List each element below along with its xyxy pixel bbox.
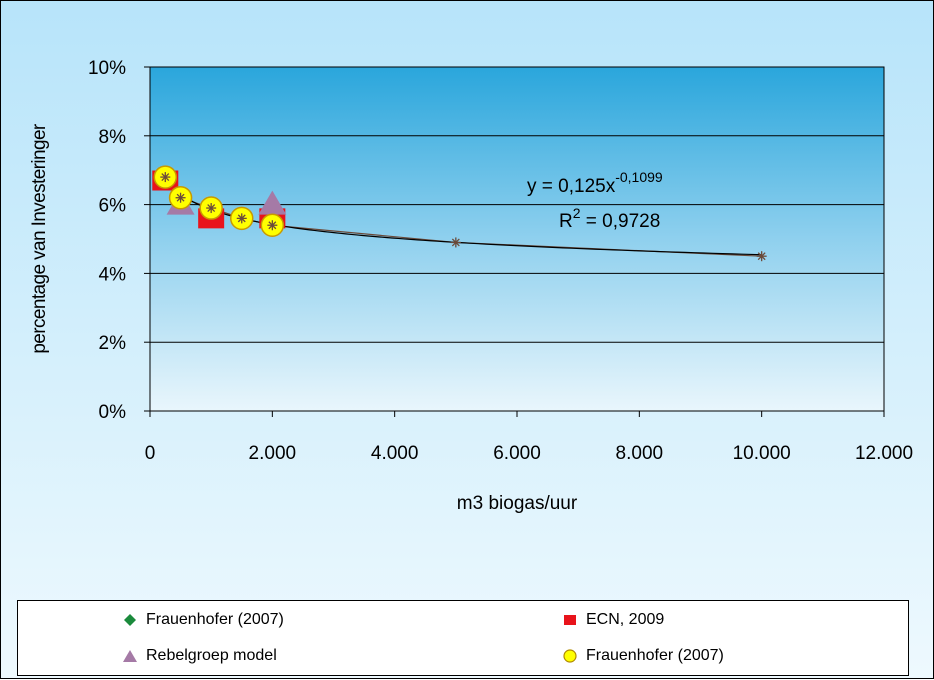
y-tick-label: 8% bbox=[99, 127, 127, 148]
legend-label: Frauenhofer (2007) bbox=[586, 647, 724, 664]
trend-star-point bbox=[206, 203, 217, 214]
legend-item-frauenhofer-circle: Frauenhofer (2007) bbox=[562, 647, 724, 665]
legend-item-rebelgroep: Rebelgroep model bbox=[122, 647, 277, 665]
circle-marker-icon bbox=[562, 648, 578, 664]
star-stroke bbox=[451, 238, 460, 247]
trend-points bbox=[160, 172, 767, 262]
trend-star-point bbox=[450, 237, 461, 248]
x-tick-label: 6.000 bbox=[493, 443, 541, 464]
legend: Frauenhofer (2007) ECN, 2009 Rebelgroep … bbox=[17, 600, 909, 676]
r-squared-base: R bbox=[559, 211, 573, 232]
star-stroke bbox=[268, 221, 277, 230]
y-axis-label: percentage van Investeringer bbox=[29, 123, 50, 354]
trend-equation-base: y = 0,125x bbox=[527, 176, 616, 197]
legend-label: Rebelgroep model bbox=[146, 647, 277, 664]
y-tick-label: 0% bbox=[99, 402, 127, 423]
triangle-marker-icon bbox=[122, 648, 138, 664]
rebelgroep-point bbox=[258, 190, 287, 215]
star-stroke bbox=[161, 173, 170, 182]
star-stroke bbox=[207, 204, 216, 212]
y-tick-labels: 0% 2% 4% 6% 8% 10% bbox=[88, 58, 126, 423]
x-tick-labels: 0 2.000 4.000 6.000 8.000 10.000 12.000 bbox=[145, 411, 913, 464]
r-squared-exponent: 2 bbox=[573, 205, 581, 221]
square-marker-icon bbox=[562, 612, 578, 628]
trend-star-point bbox=[175, 192, 186, 203]
legend-label: Frauenhofer (2007) bbox=[146, 611, 284, 628]
legend-label: ECN, 2009 bbox=[586, 611, 665, 628]
star-stroke bbox=[176, 193, 185, 202]
star-stroke bbox=[757, 252, 766, 261]
trend-star-point bbox=[236, 213, 247, 224]
trend-equation: y = 0,125x-0,1099 bbox=[527, 169, 663, 197]
x-axis-label: m3 biogas/uur bbox=[457, 493, 578, 514]
trend-star-point bbox=[756, 251, 767, 262]
x-tick-label: 10.000 bbox=[733, 443, 791, 464]
trend-equation-exponent: -0,1099 bbox=[615, 169, 663, 185]
y-tick-label: 6% bbox=[99, 196, 127, 217]
legend-item-frauenhofer-diamond: Frauenhofer (2007) bbox=[122, 611, 284, 629]
plot-area bbox=[149, 66, 885, 412]
trend-star-point bbox=[160, 172, 171, 183]
x-tick-label: 12.000 bbox=[855, 443, 913, 464]
y-tick-label: 2% bbox=[99, 333, 127, 354]
r-squared-value: = 0,9728 bbox=[581, 211, 661, 232]
star-stroke bbox=[237, 214, 246, 223]
x-tick-label: 8.000 bbox=[616, 443, 664, 464]
x-tick-label: 4.000 bbox=[371, 443, 419, 464]
x-tick-label: 0 bbox=[145, 443, 156, 464]
x-tick-label: 2.000 bbox=[249, 443, 297, 464]
diamond-marker-icon bbox=[122, 612, 138, 628]
r-squared: R2 = 0,9728 bbox=[559, 205, 660, 232]
y-tick-label: 10% bbox=[88, 58, 126, 79]
trend-star-point bbox=[267, 220, 278, 231]
legend-item-ecn: ECN, 2009 bbox=[562, 611, 664, 629]
y-tick-label: 4% bbox=[99, 264, 127, 285]
